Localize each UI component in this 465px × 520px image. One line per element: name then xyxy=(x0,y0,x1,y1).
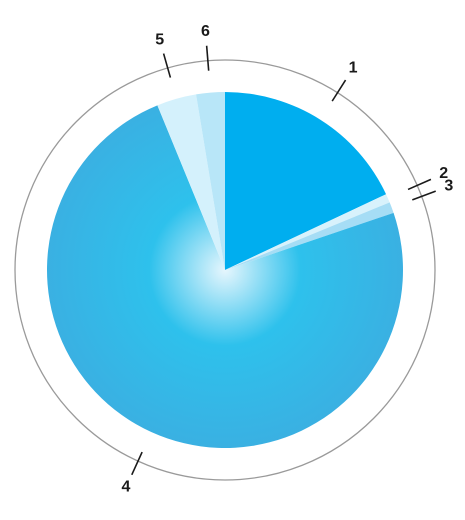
slice-label-4: 4 xyxy=(122,479,131,496)
pie-slice-4 xyxy=(46,105,403,449)
leader-line-1 xyxy=(331,79,347,102)
leader-line-2 xyxy=(407,178,432,191)
slice-label-2: 2 xyxy=(439,165,448,182)
pie-slice-3 xyxy=(225,202,394,270)
leader-line-5 xyxy=(162,53,172,78)
leader-line-4 xyxy=(131,451,143,476)
pie-slice-2 xyxy=(225,194,390,270)
pie-slice-1 xyxy=(225,92,387,270)
pie-slices xyxy=(46,92,403,449)
slice-label-1: 1 xyxy=(349,59,358,76)
pie-slice-6 xyxy=(196,92,225,270)
leader-line-3 xyxy=(412,190,437,201)
pie-slice-5 xyxy=(157,94,225,271)
slice-label-5: 5 xyxy=(155,31,164,48)
outer-ring xyxy=(14,59,436,481)
slice-label-6: 6 xyxy=(201,23,210,40)
slice-label-3: 3 xyxy=(444,177,453,194)
leader-line-6 xyxy=(205,45,210,71)
